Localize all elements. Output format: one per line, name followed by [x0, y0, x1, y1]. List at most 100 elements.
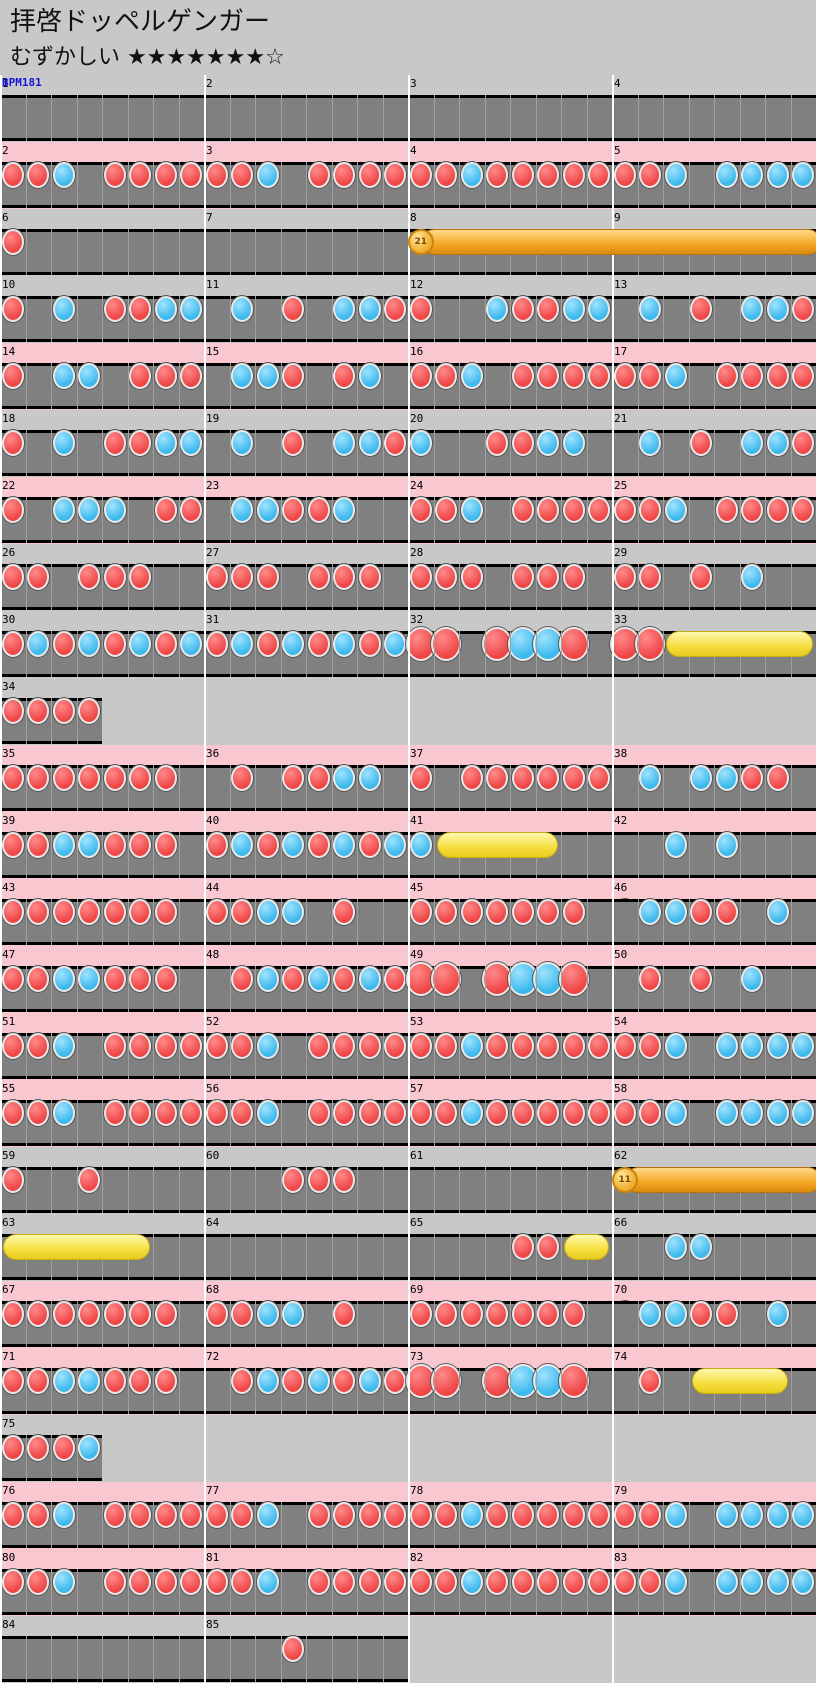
note-red[interactable] — [410, 296, 432, 322]
note-red[interactable] — [78, 765, 100, 791]
note-red[interactable] — [2, 1033, 24, 1059]
note-red[interactable] — [282, 1368, 304, 1394]
note-blue[interactable] — [665, 1569, 687, 1595]
note-red[interactable] — [2, 564, 24, 590]
note-red[interactable] — [104, 1100, 126, 1126]
note-blue[interactable] — [767, 430, 789, 456]
note-red[interactable] — [231, 765, 253, 791]
note-red[interactable] — [206, 832, 228, 858]
note-blue[interactable] — [359, 363, 381, 389]
note-blue[interactable] — [155, 296, 177, 322]
note-red[interactable] — [129, 363, 151, 389]
note-red[interactable] — [104, 564, 126, 590]
note-blue[interactable] — [665, 1100, 687, 1126]
note-red[interactable] — [231, 564, 253, 590]
note-red[interactable] — [741, 363, 763, 389]
note-red[interactable] — [206, 1033, 228, 1059]
note-red[interactable] — [639, 1033, 661, 1059]
note-red[interactable] — [282, 430, 304, 456]
note-red[interactable] — [384, 430, 406, 456]
note-red[interactable] — [690, 564, 712, 590]
note-red[interactable] — [384, 1033, 406, 1059]
note-red[interactable] — [410, 765, 432, 791]
note-red[interactable] — [129, 1100, 151, 1126]
note-red[interactable] — [563, 765, 585, 791]
note-red[interactable] — [257, 832, 279, 858]
note-red[interactable] — [690, 296, 712, 322]
note-blue[interactable] — [231, 430, 253, 456]
note-blue[interactable] — [333, 296, 355, 322]
note-red[interactable] — [27, 1301, 49, 1327]
note-blue[interactable] — [792, 1569, 814, 1595]
note-red[interactable] — [635, 627, 665, 661]
note-red[interactable] — [435, 1301, 457, 1327]
note-blue[interactable] — [257, 1100, 279, 1126]
note-red[interactable] — [410, 564, 432, 590]
note-red[interactable] — [512, 1569, 534, 1595]
note-blue[interactable] — [359, 966, 381, 992]
note-red[interactable] — [129, 1502, 151, 1528]
note-blue[interactable] — [78, 363, 100, 389]
note-red[interactable] — [308, 564, 330, 590]
note-blue[interactable] — [639, 296, 661, 322]
note-red[interactable] — [690, 430, 712, 456]
note-red[interactable] — [563, 1033, 585, 1059]
note-blue[interactable] — [461, 1502, 483, 1528]
note-red[interactable] — [308, 1033, 330, 1059]
note-red[interactable] — [104, 430, 126, 456]
note-red[interactable] — [512, 1100, 534, 1126]
note-blue[interactable] — [665, 1234, 687, 1260]
note-blue[interactable] — [537, 430, 559, 456]
note-red[interactable] — [792, 430, 814, 456]
note-blue[interactable] — [53, 296, 75, 322]
note-blue[interactable] — [767, 899, 789, 925]
note-red[interactable] — [537, 1301, 559, 1327]
note-red[interactable] — [563, 1301, 585, 1327]
note-blue[interactable] — [282, 631, 304, 657]
note-red[interactable] — [104, 1301, 126, 1327]
note-blue[interactable] — [359, 765, 381, 791]
note-red[interactable] — [206, 162, 228, 188]
note-blue[interactable] — [741, 1502, 763, 1528]
note-red[interactable] — [2, 698, 24, 724]
note-red[interactable] — [614, 1502, 636, 1528]
note-blue[interactable] — [53, 1368, 75, 1394]
orange-hold-note[interactable] — [625, 1167, 816, 1193]
note-blue[interactable] — [486, 296, 508, 322]
note-red[interactable] — [2, 1167, 24, 1193]
note-red[interactable] — [206, 564, 228, 590]
note-red[interactable] — [716, 363, 738, 389]
note-red[interactable] — [559, 962, 589, 996]
note-red[interactable] — [104, 1033, 126, 1059]
note-red[interactable] — [588, 1502, 610, 1528]
note-red[interactable] — [614, 1100, 636, 1126]
note-red[interactable] — [308, 1100, 330, 1126]
note-blue[interactable] — [690, 1234, 712, 1260]
note-red[interactable] — [741, 497, 763, 523]
note-red[interactable] — [2, 497, 24, 523]
note-blue[interactable] — [308, 1368, 330, 1394]
note-blue[interactable] — [384, 631, 406, 657]
note-red[interactable] — [333, 1502, 355, 1528]
note-red[interactable] — [206, 1569, 228, 1595]
note-blue[interactable] — [716, 1100, 738, 1126]
note-blue[interactable] — [741, 966, 763, 992]
note-blue[interactable] — [333, 497, 355, 523]
note-red[interactable] — [282, 363, 304, 389]
note-red[interactable] — [512, 363, 534, 389]
note-red[interactable] — [639, 497, 661, 523]
note-red[interactable] — [431, 1364, 461, 1398]
note-red[interactable] — [614, 564, 636, 590]
note-red[interactable] — [537, 1502, 559, 1528]
note-red[interactable] — [588, 497, 610, 523]
note-blue[interactable] — [53, 1033, 75, 1059]
note-red[interactable] — [741, 765, 763, 791]
note-red[interactable] — [563, 1100, 585, 1126]
note-red[interactable] — [180, 363, 202, 389]
note-blue[interactable] — [767, 296, 789, 322]
note-red[interactable] — [767, 765, 789, 791]
note-red[interactable] — [333, 1368, 355, 1394]
note-red[interactable] — [27, 1435, 49, 1461]
note-blue[interactable] — [359, 430, 381, 456]
note-blue[interactable] — [78, 1368, 100, 1394]
